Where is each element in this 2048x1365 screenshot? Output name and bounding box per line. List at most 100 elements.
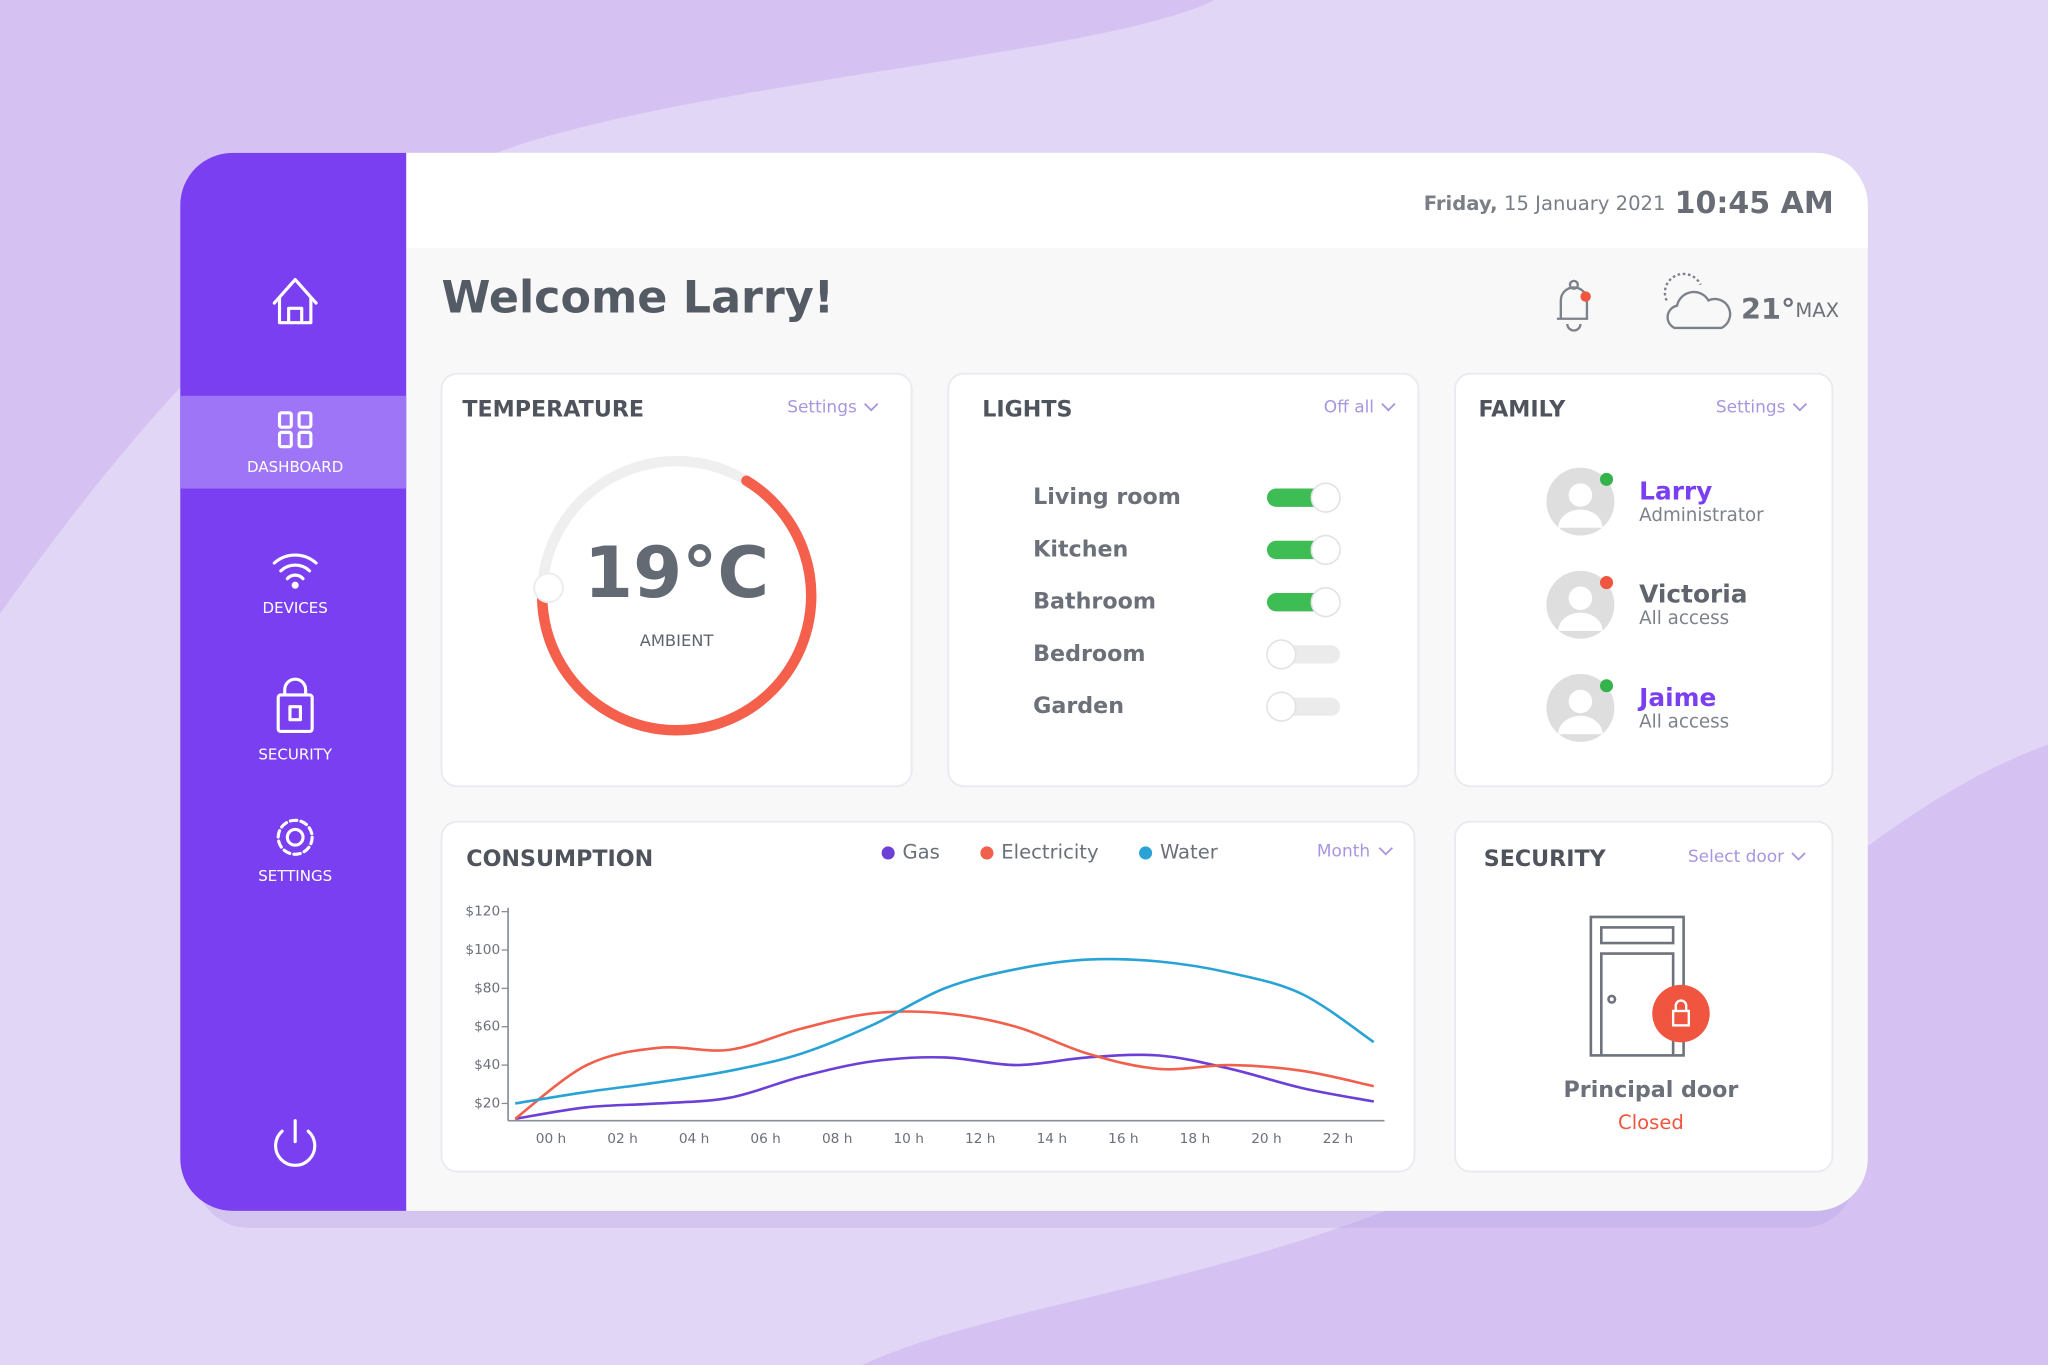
x-tick-label: 00 h <box>536 1131 566 1147</box>
toggle-knob[interactable] <box>1310 482 1341 513</box>
toggle-knob[interactable] <box>1310 587 1341 618</box>
time: 10:45 AM <box>1675 185 1834 220</box>
chevron <box>1381 402 1396 412</box>
room-name: Bedroom <box>1033 641 1145 667</box>
toggle-on <box>1266 488 1326 507</box>
legend-dot <box>1139 846 1153 860</box>
x-tick-label: 20 h <box>1251 1131 1281 1147</box>
y-tick-label: $40 <box>474 1057 500 1073</box>
card-menu[interactable]: Settings <box>787 398 857 418</box>
temperature-card <box>440 372 913 788</box>
gauge-knob[interactable] <box>533 572 564 604</box>
gauge-arc <box>536 475 817 736</box>
x-tick-label: 12 h <box>965 1131 995 1147</box>
status-dot <box>1600 472 1614 486</box>
avatar-head <box>1568 586 1593 611</box>
bell-icon[interactable] <box>1556 279 1589 332</box>
power-icon[interactable] <box>274 1119 317 1167</box>
avatar-body <box>1558 612 1603 631</box>
temperature-label: AMBIENT <box>640 631 715 650</box>
legend-label[interactable]: Water <box>1160 840 1219 863</box>
toggle-knob[interactable] <box>1266 691 1297 722</box>
avatar-head <box>1568 483 1593 507</box>
dashboard-icon[interactable] <box>277 411 313 449</box>
toggle-on <box>1266 593 1326 612</box>
member-role: Administrator <box>1639 505 1764 526</box>
legend-label[interactable]: Gas <box>903 840 940 863</box>
settings-icon[interactable] <box>276 818 314 856</box>
card-menu[interactable]: Month <box>1317 842 1370 862</box>
family-card <box>1454 372 1834 788</box>
nav-label[interactable]: SETTINGS <box>258 867 332 885</box>
avatar-body <box>1558 715 1603 735</box>
toggle-knob[interactable] <box>1266 639 1297 670</box>
toggle-knob[interactable] <box>1310 534 1341 566</box>
date-time: Friday, 15 January 2021 10:45 AM <box>1424 185 1834 220</box>
wifi-icon[interactable] <box>272 553 318 589</box>
notification-dot <box>1580 291 1591 302</box>
weather-temperature: 21° <box>1741 292 1795 326</box>
card-title: TEMPERATURE <box>462 397 644 423</box>
card-title: FAMILY <box>1479 397 1567 423</box>
nav-active <box>180 395 407 489</box>
weather: 21°MAX <box>1741 292 1839 326</box>
card-title: LIGHTS <box>982 397 1072 423</box>
card-title: CONSUMPTION <box>466 846 653 872</box>
member-name: Jaime <box>1637 683 1716 712</box>
home-icon[interactable] <box>272 277 318 325</box>
nav-label[interactable]: DASHBOARD <box>247 458 343 476</box>
y-tick-label: $120 <box>465 904 500 920</box>
x-tick-label: 14 h <box>1037 1131 1067 1147</box>
member-name: Victoria <box>1639 580 1747 609</box>
weather-icon <box>1663 272 1732 330</box>
room-name: Bathroom <box>1033 589 1156 615</box>
status-dot <box>1600 576 1614 590</box>
y-tick-label: $20 <box>474 1095 500 1111</box>
legend-label[interactable]: Electricity <box>1001 840 1098 863</box>
room-name: Garden <box>1033 693 1124 719</box>
card-menu[interactable]: Settings <box>1716 398 1786 418</box>
weather-label: MAX <box>1795 298 1839 321</box>
lock-icon[interactable] <box>276 677 314 734</box>
x-tick-label: 06 h <box>750 1131 780 1147</box>
x-tick-label: 16 h <box>1108 1131 1138 1147</box>
header-bar <box>406 152 1868 249</box>
x-tick-label: 10 h <box>893 1131 923 1147</box>
series-line <box>515 957 1375 1105</box>
toggle-on <box>1266 540 1326 560</box>
chevron <box>1791 852 1806 861</box>
date: 15 January 2021 <box>1504 191 1665 214</box>
x-tick-label: 08 h <box>822 1131 852 1147</box>
card-menu[interactable]: Select door <box>1688 847 1784 867</box>
y-tick-label: $100 <box>465 942 500 958</box>
series-line <box>515 1053 1374 1121</box>
x-tick-label: 04 h <box>679 1131 709 1147</box>
room-name: Living room <box>1033 484 1181 510</box>
series-line <box>514 1010 1375 1120</box>
x-tick-label: 18 h <box>1180 1131 1210 1147</box>
card-menu[interactable]: Off all <box>1324 398 1374 418</box>
nav-label[interactable]: SECURITY <box>258 745 333 763</box>
security-card <box>1454 820 1834 1173</box>
status-dot <box>1600 679 1614 693</box>
chevron <box>1378 847 1393 856</box>
member-role: All access <box>1639 711 1729 732</box>
y-tick-label: $80 <box>474 980 500 996</box>
y-tick-label: $60 <box>474 1019 500 1035</box>
welcome-title: Welcome Larry! <box>441 272 834 323</box>
nav-label[interactable]: DEVICES <box>263 599 328 617</box>
door-lock-badge[interactable] <box>1652 984 1710 1043</box>
chevron <box>864 402 879 412</box>
member-role: All access <box>1639 608 1729 629</box>
date-day: Friday, <box>1424 191 1498 214</box>
door-name: Principal door <box>1564 1077 1739 1103</box>
avatar-head <box>1568 689 1593 714</box>
room-name: Kitchen <box>1033 536 1128 562</box>
chevron <box>1792 402 1808 412</box>
temperature-value: 19°C <box>584 532 769 614</box>
card-title: SECURITY <box>1484 846 1607 872</box>
door-lock-icon <box>1671 999 1690 1027</box>
legend-dot <box>881 846 895 860</box>
